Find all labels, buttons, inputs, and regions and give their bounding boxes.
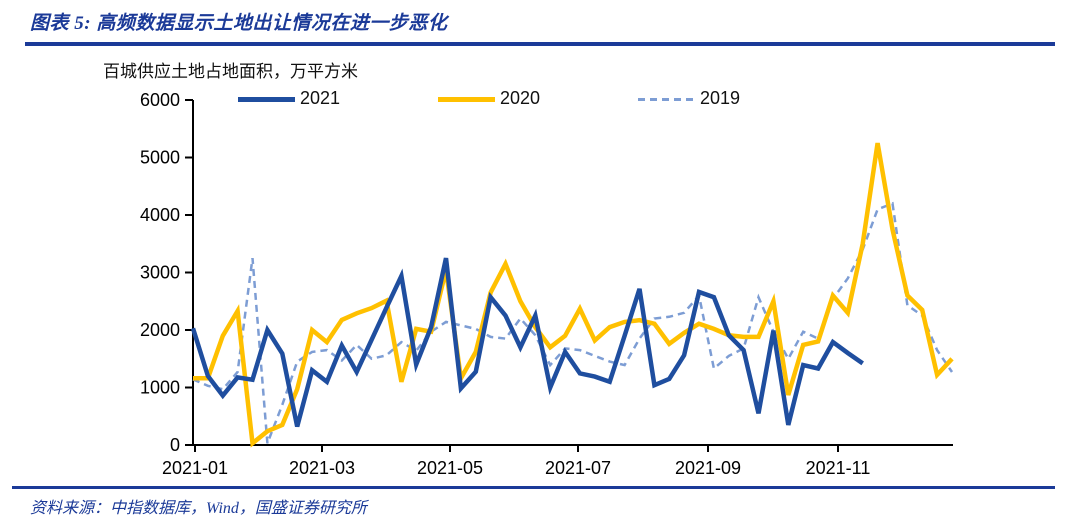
legend-label-2020: 2020 xyxy=(500,88,541,108)
x-tick-label: 2021-01 xyxy=(162,458,228,478)
title-divider xyxy=(25,42,1055,46)
x-tick-label: 2021-11 xyxy=(806,458,871,478)
y-tick-label: 3000 xyxy=(140,263,180,283)
y-tick-label: 6000 xyxy=(140,90,180,110)
footer-divider xyxy=(12,486,1055,489)
y-tick-label: 5000 xyxy=(140,148,180,168)
legend-line-2020-icon xyxy=(438,97,495,102)
legend-item-2021: 2021 xyxy=(238,88,348,108)
y-tick-label: 0 xyxy=(170,435,180,455)
legend-label-2021: 2021 xyxy=(300,88,341,108)
legend-line-2021-icon xyxy=(238,97,295,102)
y-tick-label: 1000 xyxy=(140,378,180,398)
legend-label-2019: 2019 xyxy=(700,88,741,108)
legend-item-2019: 2019 xyxy=(638,88,748,108)
legend-item-2020: 2020 xyxy=(438,88,548,108)
series-line-2020 xyxy=(193,142,954,448)
x-tick-label: 2021-03 xyxy=(289,458,355,478)
y-tick-label: 4000 xyxy=(140,205,180,225)
legend-line-2019-icon xyxy=(638,98,695,101)
chart-subtitle: 百城供应土地占地面积，万平方米 xyxy=(103,62,358,81)
figure-title: 图表 5: 高频数据显示土地出让情况在进一步恶化 xyxy=(30,13,448,34)
y-tick-label: 2000 xyxy=(140,320,180,340)
x-tick-label: 2021-05 xyxy=(417,458,483,478)
source-note: 资料来源：中指数据库，Wind，国盛证券研究所 xyxy=(30,500,367,517)
x-tick-label: 2021-09 xyxy=(675,458,741,478)
series-line-2021 xyxy=(190,257,864,428)
x-tick-label: 2021-07 xyxy=(545,458,611,478)
